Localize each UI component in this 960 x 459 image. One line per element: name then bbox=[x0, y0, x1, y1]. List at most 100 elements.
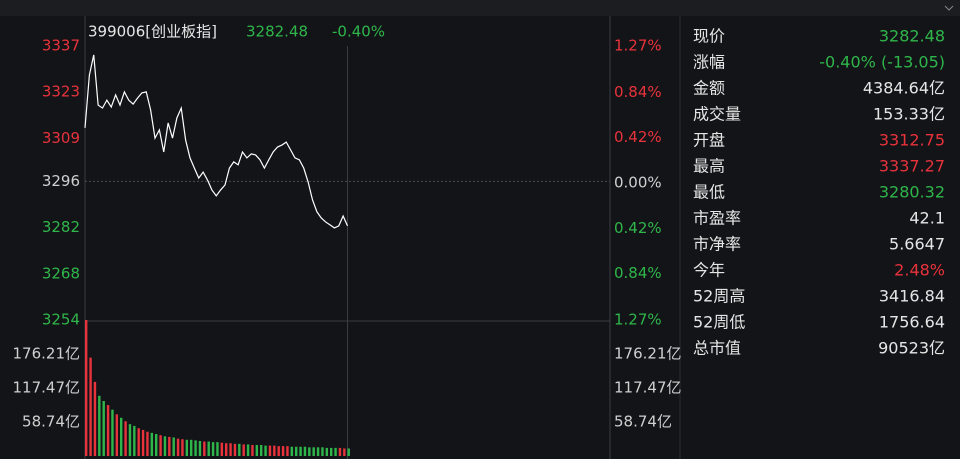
volume-tick-label-right: 58.74亿 bbox=[614, 413, 672, 431]
volume-bar bbox=[343, 448, 346, 456]
top-bar bbox=[0, 0, 960, 16]
volume-bar bbox=[220, 442, 224, 456]
volume-bar bbox=[185, 439, 189, 456]
quote-label: 市净率 bbox=[693, 235, 741, 254]
volume-bar bbox=[316, 447, 320, 456]
volume-bar bbox=[299, 446, 302, 456]
y-tick-label: 3268 bbox=[42, 264, 80, 282]
quote-value: 5.6647 bbox=[889, 235, 945, 254]
y-tick-label: 3296 bbox=[42, 172, 80, 190]
volume-bar bbox=[190, 439, 193, 456]
y2-tick-label: 0.84% bbox=[614, 264, 662, 282]
volume-tick-label: 117.47亿 bbox=[13, 379, 81, 397]
volume-bar bbox=[203, 441, 206, 456]
volume-tick-label: 58.74亿 bbox=[22, 413, 80, 431]
quote-label: 最低 bbox=[693, 183, 725, 202]
volume-bar bbox=[242, 444, 245, 456]
y2-tick-label: 0.42% bbox=[614, 219, 662, 237]
y2-tick-label: 0.00% bbox=[614, 174, 662, 192]
volume-bar bbox=[238, 443, 241, 456]
quote-value: 4384.64亿 bbox=[863, 79, 945, 98]
y-tick-label: 3337 bbox=[42, 37, 80, 55]
quote-label: 成交量 bbox=[693, 105, 741, 124]
volume-bar bbox=[325, 447, 329, 456]
volume-bar bbox=[347, 448, 350, 456]
volume-bar bbox=[225, 443, 228, 456]
y-tick-label: 3323 bbox=[42, 83, 80, 101]
quote-label: 现价 bbox=[693, 27, 725, 46]
price-line bbox=[84, 54, 349, 229]
quote-value: 3416.84 bbox=[879, 287, 945, 306]
volume-bar bbox=[106, 405, 110, 456]
volume-bar bbox=[290, 446, 294, 456]
volume-bar bbox=[334, 447, 337, 456]
volume-bar bbox=[120, 417, 123, 456]
volume-bar bbox=[141, 429, 145, 456]
volume-bar bbox=[273, 445, 276, 456]
volume-bar bbox=[98, 395, 101, 456]
quote-label: 市盈率 bbox=[693, 209, 741, 228]
volume-bar bbox=[150, 432, 154, 456]
volume-bar bbox=[133, 425, 136, 456]
quote-value: 3312.75 bbox=[879, 131, 945, 150]
volume-bar bbox=[102, 401, 105, 456]
volume-bar bbox=[159, 435, 162, 456]
volume-bar bbox=[111, 409, 114, 456]
quote-value: 3280.32 bbox=[879, 183, 945, 202]
volume-bar bbox=[124, 421, 127, 456]
quote-value: -0.40% (-13.05) bbox=[819, 53, 945, 72]
volume-bar bbox=[295, 446, 298, 456]
quote-value: 153.33亿 bbox=[873, 105, 945, 124]
volume-bar bbox=[93, 381, 97, 456]
volume-bar bbox=[281, 446, 285, 456]
header-price: 3282.48 bbox=[246, 23, 308, 41]
quote-value: 2.48% bbox=[894, 261, 945, 280]
volume-bar bbox=[260, 445, 263, 456]
volume-bar bbox=[312, 447, 315, 456]
collapse-icon[interactable] bbox=[944, 5, 954, 11]
volume-tick-label-right: 117.47亿 bbox=[614, 379, 682, 397]
volume-bar bbox=[255, 445, 259, 456]
quote-label: 开盘 bbox=[693, 131, 725, 150]
quote-label: 52周高 bbox=[693, 287, 745, 306]
volume-bar bbox=[176, 438, 180, 456]
header-change: -0.40% bbox=[332, 23, 385, 41]
volume-bar bbox=[264, 445, 267, 456]
quote-label: 52周低 bbox=[693, 313, 745, 332]
quote-label: 总市值 bbox=[693, 339, 741, 358]
volume-bar bbox=[194, 440, 197, 456]
volume-bar bbox=[128, 424, 132, 456]
volume-bar bbox=[286, 446, 289, 456]
quote-label: 今年 bbox=[693, 261, 725, 280]
volume-bar bbox=[85, 319, 88, 456]
volume-bar bbox=[163, 436, 167, 456]
quote-label: 金额 bbox=[693, 79, 725, 98]
volume-bar bbox=[89, 357, 92, 456]
volume-bar bbox=[268, 445, 272, 456]
y2-tick-label: 0.84% bbox=[614, 83, 662, 101]
volume-bar bbox=[308, 447, 311, 456]
y2-tick-label: 1.27% bbox=[614, 37, 662, 55]
volume-bar bbox=[207, 441, 210, 456]
y-tick-label: 3254 bbox=[42, 311, 80, 329]
volume-bar bbox=[211, 442, 215, 456]
quote-value: 3282.48 bbox=[879, 27, 945, 46]
volume-bar bbox=[198, 440, 202, 456]
volume-bar bbox=[115, 414, 119, 456]
volume-bar bbox=[321, 447, 324, 456]
volume-bar bbox=[330, 447, 333, 456]
y2-tick-label: 0.42% bbox=[614, 128, 662, 146]
volume-bar bbox=[155, 434, 158, 456]
volume-tick-label-right: 176.21亿 bbox=[614, 345, 682, 363]
volume-bar bbox=[137, 428, 140, 456]
volume-bar bbox=[251, 445, 254, 456]
chart-title: 399006[创业板指] bbox=[88, 23, 217, 41]
volume-bar bbox=[181, 439, 184, 456]
quote-value: 1756.64 bbox=[879, 313, 945, 332]
volume-bar bbox=[172, 437, 175, 456]
quote-value: 42.1 bbox=[909, 209, 945, 228]
quote-value: 90523亿 bbox=[878, 339, 945, 358]
y-tick-label: 3282 bbox=[42, 218, 80, 236]
